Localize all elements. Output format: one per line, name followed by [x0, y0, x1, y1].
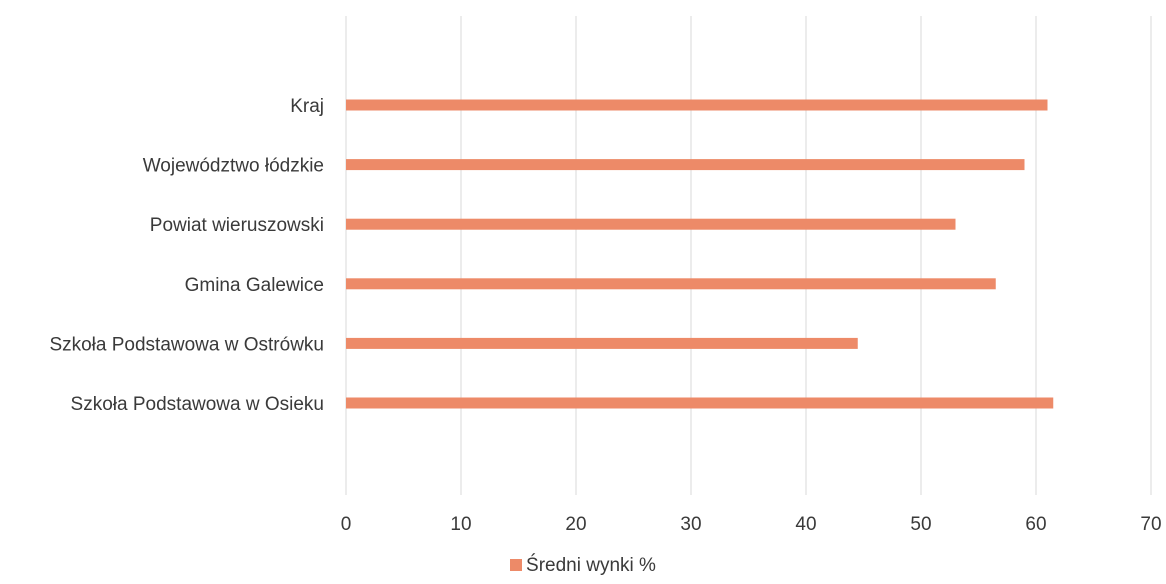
category-label: Powiat wieruszowski	[150, 215, 324, 236]
legend: Średni wynki %	[0, 555, 1166, 577]
category-label: Kraj	[290, 96, 324, 117]
bar	[346, 159, 1025, 171]
x-tick-label: 10	[450, 514, 471, 535]
gridlines	[345, 16, 1152, 495]
bar	[346, 337, 858, 349]
category-label: Gmina Galewice	[185, 275, 324, 296]
bars	[346, 99, 1054, 409]
x-tick-label: 30	[680, 514, 701, 535]
x-tick-label: 20	[565, 514, 586, 535]
bar	[346, 218, 956, 230]
bar	[346, 397, 1054, 409]
bar	[346, 278, 996, 290]
category-labels: Kraj Województwo łódzkie Powiat wieruszows…	[49, 96, 324, 415]
x-tick-label: 70	[1140, 514, 1161, 535]
bar	[346, 99, 1048, 111]
category-label: Szkoła Podstawowa w Osieku	[71, 394, 324, 415]
legend-swatch	[510, 559, 523, 571]
x-tick-label: 60	[1025, 514, 1046, 535]
category-label: Szkoła Podstawowa w Ostrówku	[49, 334, 324, 355]
x-tick-label: 40	[795, 514, 816, 535]
category-label: Województwo łódzkie	[143, 156, 324, 177]
x-tick-label: 50	[910, 514, 931, 535]
x-tick-labels: 0 10 20 30 40 50 60 70	[341, 514, 1162, 535]
x-tick-label: 0	[341, 514, 352, 535]
legend-label: Średni wynki %	[526, 555, 656, 576]
